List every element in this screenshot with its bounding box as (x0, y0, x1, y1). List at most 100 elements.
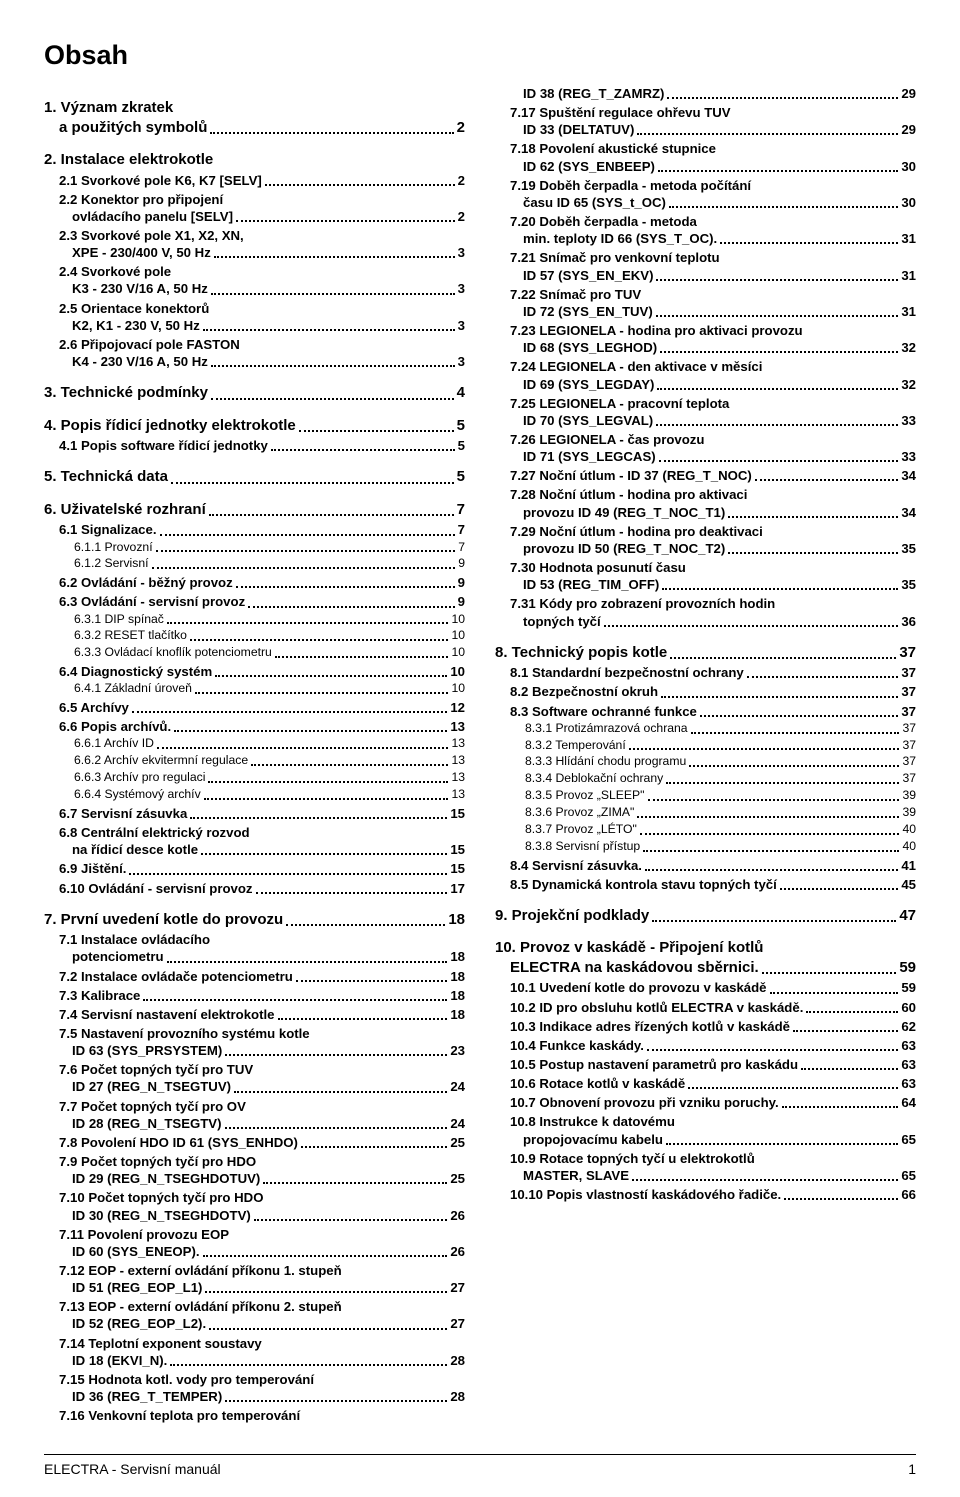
toc-entry-label: 4.1 Popis software řídicí jednotky (59, 437, 268, 454)
toc-entry: propojovacímu kabelu65 (495, 1131, 916, 1148)
toc-entry: 7.6 Počet topných tyčí pro TUV (44, 1061, 465, 1078)
toc-leader-dots (296, 980, 448, 982)
toc-entry: provozu ID 49 (REG_T_NOC_T1)34 (495, 504, 916, 521)
toc-leader-dots (225, 1127, 448, 1129)
toc-entry: 7.12 EOP - externí ovládání příkonu 1. s… (44, 1262, 465, 1279)
toc-entry-page: 62 (901, 1018, 916, 1035)
toc-entry: ID 62 (SYS_ENBEEP)30 (495, 158, 916, 175)
toc-entry: 7.24 LEGIONELA - den aktivace v měsíci (495, 358, 916, 375)
toc-entry-label: provozu ID 49 (REG_T_NOC_T1) (523, 504, 725, 521)
toc-leader-dots (209, 514, 454, 516)
toc-entry-label: 7.18 Povolení akustické stupnice (510, 140, 716, 157)
toc-entry-page: 10 (451, 645, 465, 661)
toc-leader-dots (793, 1030, 898, 1032)
toc-entry: ID 27 (REG_N_TSEGTUV)24 (44, 1078, 465, 1095)
toc-leader-dots (251, 764, 448, 766)
toc-entry-page: 35 (901, 576, 916, 593)
toc-leader-dots (211, 365, 455, 367)
toc-entry-page: 63 (901, 1075, 916, 1092)
toc-leader-dots (666, 1143, 898, 1145)
toc-entry-label: 7.11 Povolení provozu EOP (59, 1226, 229, 1243)
toc-entry: 10.10 Popis vlastností kaskádového řadič… (495, 1186, 916, 1203)
toc-entry: 6.8 Centrální elektrický rozvod (44, 824, 465, 841)
toc-entry: ID 29 (REG_N_TSEGHDOTUV) 25 (44, 1170, 465, 1187)
toc-leader-dots (660, 351, 898, 353)
toc-leader-dots (170, 1364, 447, 1366)
toc-entry: 7.4 Servisní nastavení elektrokotle18 (44, 1006, 465, 1023)
toc-leader-dots (271, 449, 455, 451)
toc-leader-dots (667, 97, 898, 99)
toc-entry: 7.28 Noční útlum - hodina pro aktivaci (495, 486, 916, 503)
toc-entry: 7.30 Hodnota posunutí času (495, 559, 916, 576)
toc-entry-page: 37 (901, 703, 916, 720)
toc-entry-label: 7.27 Noční útlum - ID 37 (REG_T_NOC) (510, 467, 752, 484)
toc-entry-label: ID 68 (SYS_LEGHOD) (523, 339, 657, 356)
toc-entry: 10. Provoz v kaskádě - Připojení kotlů (495, 938, 916, 958)
toc-leader-dots (214, 256, 455, 258)
toc-entry-label: 8. Technický popis kotle (495, 643, 667, 663)
toc-entry: 7.15 Hodnota kotl. vody pro temperování (44, 1371, 465, 1388)
toc-entry: 6.4.1 Základní úroveň10 (44, 681, 465, 697)
toc-entry-page: 10 (450, 663, 465, 680)
toc-entry-label: 8.2 Bezpečnostní okruh (510, 683, 658, 700)
toc-entry-page: 10 (451, 681, 465, 697)
toc-leader-dots (645, 869, 898, 871)
toc-entry-label: 8.3 Software ochranné funkce (510, 703, 697, 720)
toc-leader-dots (629, 748, 900, 750)
toc-entry-label: 7.6 Počet topných tyčí pro TUV (59, 1061, 253, 1078)
toc-entry-label: 7.9 Počet topných tyčí pro HDO (59, 1153, 256, 1170)
toc-entry-page: 23 (450, 1042, 465, 1059)
toc-entry-label: 7.7 Počet topných tyčí pro OV (59, 1098, 246, 1115)
toc-entry: 10.6 Rotace kotlů v kaskádě63 (495, 1075, 916, 1092)
toc-entry-label: K4 - 230 V/16 A, 50 Hz (72, 353, 208, 370)
toc-entry-label: 7.25 LEGIONELA - pracovní teplota (510, 395, 729, 412)
footer-page-number: 1 (908, 1461, 916, 1477)
toc-entry-label: 7.20 Doběh čerpadla - metoda (510, 213, 697, 230)
toc-entry-page: 28 (450, 1388, 465, 1405)
toc-entry-label: provozu ID 50 (REG_T_NOC_T2) (523, 540, 725, 557)
toc-entry-page: 34 (901, 467, 916, 484)
toc-entry-label: ID 29 (REG_N_TSEGHDOTUV) (72, 1170, 260, 1187)
page-title: Obsah (44, 40, 916, 71)
toc-leader-dots (225, 1054, 447, 1056)
toc-entry-label: 6.6.4 Systémový archív (74, 787, 201, 803)
toc-entry: 8.3.6 Provoz „ZIMA"39 (495, 805, 916, 821)
toc-entry-page: 31 (901, 303, 916, 320)
toc-entry-label: 6. Uživatelské rozhraní (44, 500, 206, 520)
toc-entry: 10.9 Rotace topných tyčí u elektrokotlů (495, 1150, 916, 1167)
toc-entry: 10.7 Obnovení provozu při vzniku poruchy… (495, 1094, 916, 1111)
toc-entry: 7.23 LEGIONELA - hodina pro aktivaci pro… (495, 322, 916, 339)
toc-entry: ID 36 (REG_T_TEMPER)28 (44, 1388, 465, 1405)
toc-entry: potenciometru18 (44, 948, 465, 965)
toc-entry: 7.21 Snímač pro venkovní teplotu (495, 249, 916, 266)
toc-leader-dots (806, 1011, 898, 1013)
toc-entry-page: 4 (457, 383, 465, 403)
toc-entry: 7.18 Povolení akustické stupnice (495, 140, 916, 157)
toc-entry-page: 25 (450, 1170, 465, 1187)
toc-entry-label: ID 30 (REG_N_TSEGHDOTV) (72, 1207, 251, 1224)
toc-entry-label: ID 38 (REG_T_ZAMRZ) (523, 85, 664, 102)
toc-entry-label: a použitých symbolů (59, 118, 207, 138)
toc-leader-dots (632, 1179, 898, 1181)
toc-entry: 7.26 LEGIONELA - čas provozu (495, 431, 916, 448)
toc-entry-page: 31 (901, 267, 916, 284)
toc-entry-label: MASTER, SLAVE (523, 1167, 629, 1184)
toc-leader-dots (225, 1400, 447, 1402)
toc-entry: ID 33 (DELTATUV)29 (495, 121, 916, 138)
toc-entry-page: 18 (448, 910, 465, 930)
toc-entry: 8.3.4 Deblokační ochrany37 (495, 771, 916, 787)
toc-entry-page: 3 (458, 317, 465, 334)
toc-leader-dots (728, 552, 898, 554)
toc-leader-dots (167, 622, 449, 624)
toc-leader-dots (301, 1146, 447, 1148)
toc-entry: 6.2 Ovládání - běžný provoz9 (44, 574, 465, 591)
toc-entry: 7.1 Instalace ovládacího (44, 931, 465, 948)
toc-entry: 7.3 Kalibrace18 (44, 987, 465, 1004)
toc-leader-dots (604, 625, 899, 627)
toc-entry-label: ID 52 (REG_EOP_L2). (72, 1315, 206, 1332)
toc-entry-label: 6.8 Centrální elektrický rozvod (59, 824, 250, 841)
toc-entry: ID 30 (REG_N_TSEGHDOTV)26 (44, 1207, 465, 1224)
toc-entry-label: 7.30 Hodnota posunutí času (510, 559, 686, 576)
toc-leader-dots (689, 765, 899, 767)
toc-entry: K3 - 230 V/16 A, 50 Hz3 (44, 280, 465, 297)
